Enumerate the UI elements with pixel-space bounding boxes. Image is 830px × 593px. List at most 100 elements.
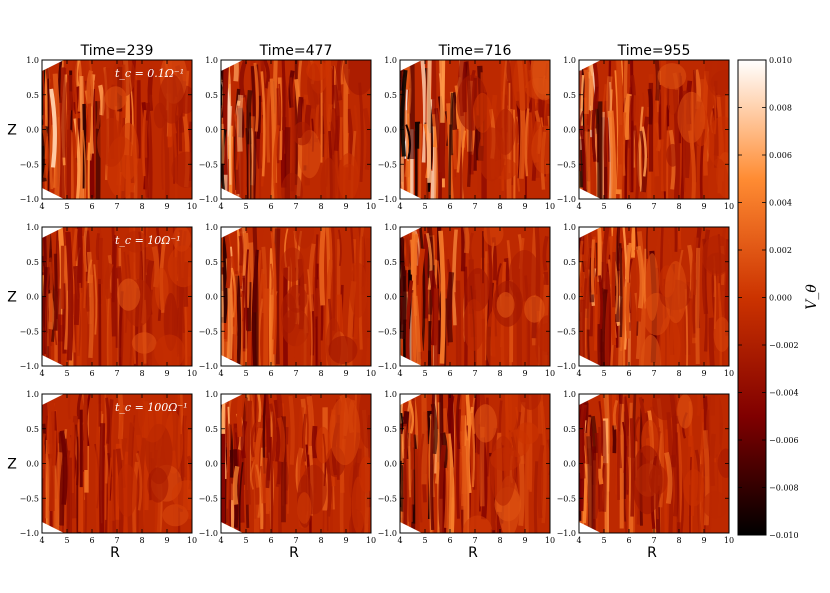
vtheta-field — [42, 394, 192, 533]
y-tick-label: −1.0 — [557, 195, 576, 204]
y-tick-label: −1.0 — [20, 195, 39, 204]
x-tick-label: 4 — [397, 536, 402, 545]
x-tick-label: 6 — [447, 202, 452, 211]
x-tick-label: 10 — [366, 369, 376, 378]
y-tick-label: 1.0 — [205, 390, 218, 399]
x-tick-label: 8 — [318, 202, 323, 211]
panel-r3-c2: 4 5 6 7 8 9 10 −1.0 −0.5 0.0 0.5 1.0 R — [199, 390, 377, 561]
y-tick-label: 0.5 — [26, 425, 39, 434]
x-tick-label: 7 — [114, 202, 119, 211]
y-tick-label: 0.5 — [26, 258, 39, 267]
y-tick-label: 0.0 — [384, 126, 397, 135]
colorbar-tick-label: 0.000 — [769, 294, 792, 303]
x-tick-label: 10 — [724, 202, 734, 211]
x-tick-label: 4 — [576, 202, 581, 211]
y-tick-label: 0.0 — [26, 293, 39, 302]
x-tick-label: 6 — [447, 369, 452, 378]
panel-r1-c3: 4 5 6 7 8 9 10 −1.0 −0.5 0.0 0.5 1.0 Time=716 — [378, 43, 556, 211]
y-tick-label: 0.0 — [26, 126, 39, 135]
vtheta-field — [579, 60, 729, 199]
y-tick-label: 0.0 — [205, 460, 218, 469]
panel-r2-c1: 4 5 6 7 8 9 10 −1.0 −0.5 0.0 0.5 1.0 Zt_c = 10Ω⁻¹ — [7, 223, 197, 378]
y-tick-label: 0.0 — [26, 460, 39, 469]
y-tick-label: 1.0 — [384, 56, 397, 65]
vtheta-field — [42, 60, 192, 199]
colorbar-tick-label: −0.002 — [769, 341, 799, 350]
y-tick-label: 1.0 — [563, 223, 576, 232]
y-tick-label: −0.5 — [20, 494, 39, 503]
x-tick-label: 6 — [447, 536, 452, 545]
x-tick-label: 10 — [187, 369, 197, 378]
x-tick-label: 8 — [318, 369, 323, 378]
x-tick-label: 9 — [343, 202, 348, 211]
x-tick-label: 8 — [497, 202, 502, 211]
colorbar-tick-label: −0.008 — [769, 484, 799, 493]
column-title: Time=239 — [80, 43, 154, 59]
y-tick-label: −0.5 — [199, 160, 218, 169]
x-tick-label: 7 — [114, 536, 119, 545]
panel-r2-c3: 4 5 6 7 8 9 10 −1.0 −0.5 0.0 0.5 1.0 — [378, 223, 556, 378]
x-tick-label: 9 — [701, 202, 706, 211]
panel-r2-c2: 4 5 6 7 8 9 10 −1.0 −0.5 0.0 0.5 1.0 — [199, 223, 377, 378]
x-tick-label: 7 — [651, 536, 656, 545]
x-tick-label: 9 — [522, 369, 527, 378]
vtheta-field — [42, 227, 192, 366]
y-tick-label: 0.5 — [563, 425, 576, 434]
colorbar-scale — [737, 59, 767, 536]
colorbar-tick-label: 0.002 — [769, 246, 792, 255]
y-tick-label: 0.5 — [563, 91, 576, 100]
y-tick-label: 1.0 — [384, 390, 397, 399]
x-tick-label: 4 — [576, 369, 581, 378]
x-tick-label: 5 — [601, 202, 606, 211]
y-tick-label: −1.0 — [378, 362, 397, 371]
y-tick-label: 0.5 — [384, 258, 397, 267]
y-tick-label: 1.0 — [205, 223, 218, 232]
y-tick-label: 0.5 — [563, 258, 576, 267]
colorbar-tick-label: 0.006 — [769, 151, 792, 160]
colorbar: 0.010 0.008 0.006 0.004 0.002 0.000 −0.002 −0.0… — [737, 56, 820, 540]
y-tick-label: 0.5 — [205, 425, 218, 434]
x-tick-label: 6 — [626, 536, 631, 545]
column-title: Time=716 — [438, 43, 512, 59]
y-tick-label: 0.0 — [563, 293, 576, 302]
x-tick-label: 8 — [676, 369, 681, 378]
x-tick-label: 9 — [164, 536, 169, 545]
panel-r3-c3: 4 5 6 7 8 9 10 −1.0 −0.5 0.0 0.5 1.0 R — [378, 390, 556, 561]
y-tick-label: −0.5 — [557, 494, 576, 503]
x-tick-label: 5 — [422, 202, 427, 211]
x-tick-label: 7 — [293, 536, 298, 545]
colorbar-tick-label: −0.010 — [769, 531, 799, 540]
x-tick-label: 10 — [366, 536, 376, 545]
x-tick-label: 7 — [114, 369, 119, 378]
x-tick-label: 10 — [545, 536, 555, 545]
y-tick-label: 1.0 — [563, 56, 576, 65]
y-tick-label: −1.0 — [557, 529, 576, 538]
colorbar-tick-label: −0.006 — [769, 436, 799, 445]
x-tick-label: 10 — [545, 202, 555, 211]
y-tick-label: −0.5 — [378, 327, 397, 336]
x-tick-label: 7 — [293, 202, 298, 211]
x-tick-label: 8 — [497, 369, 502, 378]
x-tick-label: 6 — [268, 202, 273, 211]
x-tick-label: 8 — [139, 369, 144, 378]
x-tick-label: 5 — [243, 369, 248, 378]
y-tick-label: 1.0 — [26, 223, 39, 232]
x-tick-label: 6 — [626, 202, 631, 211]
y-tick-label: 1.0 — [384, 223, 397, 232]
x-tick-label: 5 — [601, 369, 606, 378]
x-tick-label: 9 — [701, 536, 706, 545]
panel-r3-c1: 4 5 6 7 8 9 10 −1.0 −0.5 0.0 0.5 1.0 Z Rt_c = 100Ω⁻¹ — [7, 390, 197, 561]
y-tick-label: −0.5 — [199, 327, 218, 336]
x-tick-label: 8 — [139, 536, 144, 545]
y-tick-label: −0.5 — [199, 494, 218, 503]
vtheta-field — [400, 227, 550, 366]
y-tick-label: −1.0 — [20, 529, 39, 538]
x-tick-label: 4 — [39, 202, 44, 211]
y-tick-label: −0.5 — [557, 160, 576, 169]
x-tick-label: 7 — [293, 369, 298, 378]
y-tick-label: 0.0 — [384, 460, 397, 469]
y-tick-label: −0.5 — [378, 494, 397, 503]
x-tick-label: 5 — [243, 536, 248, 545]
x-tick-label: 5 — [422, 536, 427, 545]
